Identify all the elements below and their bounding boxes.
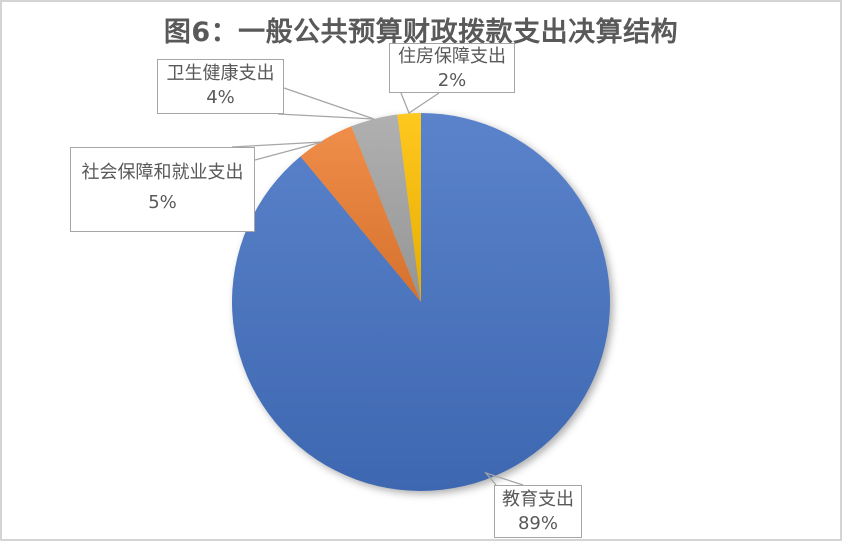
pie-slice-1: [232, 113, 611, 491]
callout-percent: 5%: [148, 192, 177, 213]
callout-label: 卫生健康支出: [166, 63, 275, 84]
callout-label: 教育支出: [502, 489, 574, 510]
callout-label: 社会保障和就业支出: [81, 162, 244, 183]
callout-leader-education: [484, 471, 524, 486]
callout-percent: 4%: [206, 87, 235, 108]
chart-title: 图6：一般公共预算财政拨款支出决算结构: [163, 17, 679, 48]
pie-slice-4: [397, 113, 421, 302]
callout-education-expenditure: 教育支出 89%: [494, 485, 582, 538]
callout-social-security-expenditure: 社会保障和就业支出 5%: [70, 147, 255, 232]
callout-label: 住房保障支出: [398, 46, 506, 67]
callout-housing-security-expenditure: 住房保障支出 2%: [389, 43, 515, 93]
callout-percent: 2%: [437, 70, 467, 91]
callout-health-expenditure: 卫生健康支出 4%: [157, 59, 284, 114]
pie-slice-2: [300, 126, 421, 302]
pie-slice-3: [351, 114, 421, 302]
callout-leader-social: [231, 141, 323, 161]
callout-percent: 89%: [517, 513, 558, 534]
leader-lines: [231, 87, 524, 486]
callout-leader-housing: [400, 92, 440, 114]
callout-leader-health: [277, 87, 375, 120]
